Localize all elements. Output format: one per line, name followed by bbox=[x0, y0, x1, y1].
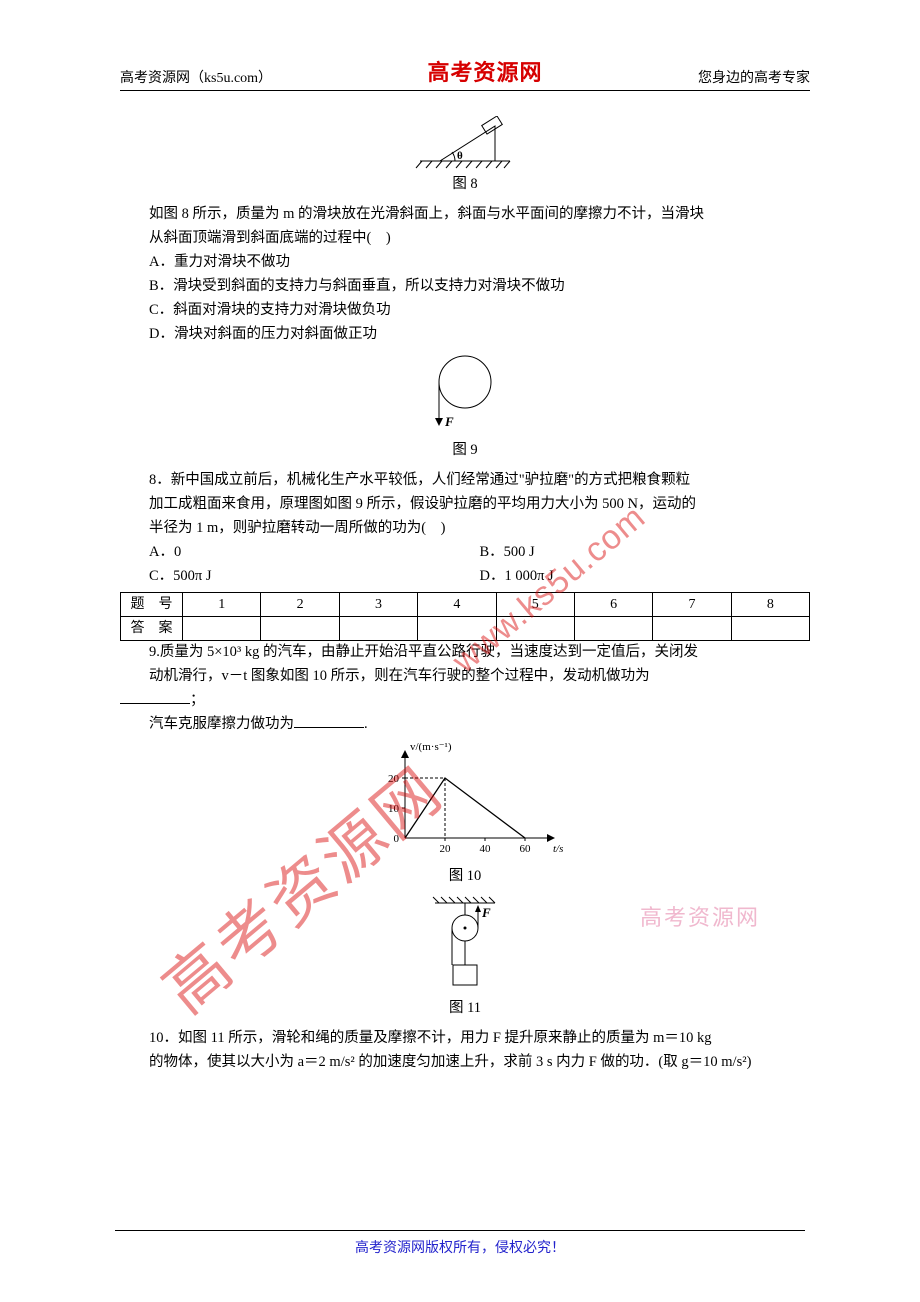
q10-line2: 的物体，使其以大小为 a＝2 m/s² 的加速度匀加速上升，求前 3 s 内力 … bbox=[120, 1051, 810, 1075]
header-right: 您身边的高考专家 bbox=[698, 67, 810, 87]
q7-option-d: D．滑块对斜面的压力对斜面做正功 bbox=[149, 323, 810, 347]
svg-text:20: 20 bbox=[440, 843, 452, 855]
q10-line1: 10．如图 11 所示，滑轮和绳的质量及摩擦不计，用力 F 提升原来静止的质量为… bbox=[120, 1027, 810, 1051]
header-left: 高考资源网（ks5u.com） bbox=[120, 67, 272, 87]
page-footer: 高考资源网版权所有，侵权必究！ bbox=[115, 1230, 805, 1257]
q8-option-c: C．500π J bbox=[149, 565, 480, 589]
svg-text:60: 60 bbox=[520, 843, 532, 855]
circular-grind-diagram: F bbox=[425, 352, 505, 437]
q7-line2: 从斜面顶端滑到斜面底端的过程中( ) bbox=[120, 227, 810, 251]
q9-line3: 汽车克服摩擦力做功为. bbox=[120, 713, 810, 737]
svg-text:0: 0 bbox=[394, 833, 400, 845]
th-label: 题 号 bbox=[121, 592, 183, 616]
force-label: F bbox=[444, 414, 454, 429]
q9-blank-line: ； bbox=[120, 689, 810, 713]
q8-option-d: D．1 000π J bbox=[480, 565, 554, 589]
svg-text:t/s: t/s bbox=[553, 843, 563, 855]
answer-table: 题 号 1 2 3 4 5 6 7 8 答 案 bbox=[120, 592, 810, 641]
document-body: θ 图 8 如图 8 所示，质量为 m 的滑块放在光滑斜面上，斜面与水平面间的摩… bbox=[120, 116, 810, 1075]
q8-option-b: B．500 J bbox=[480, 541, 535, 565]
figure-11: F bbox=[120, 895, 810, 995]
figure-9: F bbox=[120, 352, 810, 437]
q7-option-c: C．斜面对滑块的支持力对滑块做负功 bbox=[149, 299, 810, 323]
figure-10: 10 20 0 20 40 60 v/(m·s⁻¹) t/s bbox=[120, 743, 810, 863]
q9-line1: 9.质量为 5×10³ kg 的汽车，由静止开始沿平直公路行驶，当速度达到一定值… bbox=[120, 641, 810, 665]
q7-option-b: B．滑块受到斜面的支持力与斜面垂直，所以支持力对滑块不做功 bbox=[149, 275, 810, 299]
vt-chart: 10 20 0 20 40 60 v/(m·s⁻¹) t/s bbox=[365, 743, 565, 863]
table-row: 题 号 1 2 3 4 5 6 7 8 bbox=[121, 592, 810, 616]
figure-8-caption: 图 8 bbox=[120, 173, 810, 197]
q8-option-a: A．0 bbox=[149, 541, 480, 565]
svg-text:10: 10 bbox=[388, 803, 400, 815]
q7-option-a: A．重力对滑块不做功 bbox=[149, 251, 810, 275]
header-center-logo: 高考资源网 bbox=[428, 55, 543, 87]
svg-text:v/(m·s⁻¹): v/(m·s⁻¹) bbox=[410, 743, 452, 753]
q8-line2: 加工成粗面来食用，原理图如图 9 所示，假设驴拉磨的平均用力大小为 500 N，… bbox=[120, 493, 810, 517]
incline-diagram: θ bbox=[410, 116, 520, 171]
figure-9-caption: 图 9 bbox=[120, 439, 810, 463]
force-label: F bbox=[481, 905, 491, 920]
q8-line3: 半径为 1 m，则驴拉磨转动一周所做的功为( ) bbox=[120, 517, 810, 541]
figure-11-caption: 图 11 bbox=[120, 997, 810, 1021]
angle-label: θ bbox=[457, 150, 463, 162]
table-row: 答 案 bbox=[121, 617, 810, 641]
svg-text:20: 20 bbox=[388, 773, 400, 785]
figure-8: θ bbox=[120, 116, 810, 171]
q7-line1: 如图 8 所示，质量为 m 的滑块放在光滑斜面上，斜面与水平面间的摩擦力不计，当… bbox=[120, 203, 810, 227]
figure-10-caption: 图 10 bbox=[120, 865, 810, 889]
page-header: 高考资源网（ks5u.com） 高考资源网 您身边的高考专家 bbox=[120, 55, 810, 91]
pulley-diagram: F bbox=[425, 895, 505, 995]
q8-line1: 8．新中国成立前后，机械化生产水平较低，人们经常通过"驴拉磨"的方式把粮食颗粒 bbox=[120, 469, 810, 493]
th-label: 答 案 bbox=[121, 617, 183, 641]
q9-line2: 动机滑行，v－t 图象如图 10 所示，则在汽车行驶的整个过程中，发动机做功为 bbox=[120, 665, 810, 689]
svg-text:40: 40 bbox=[480, 843, 492, 855]
